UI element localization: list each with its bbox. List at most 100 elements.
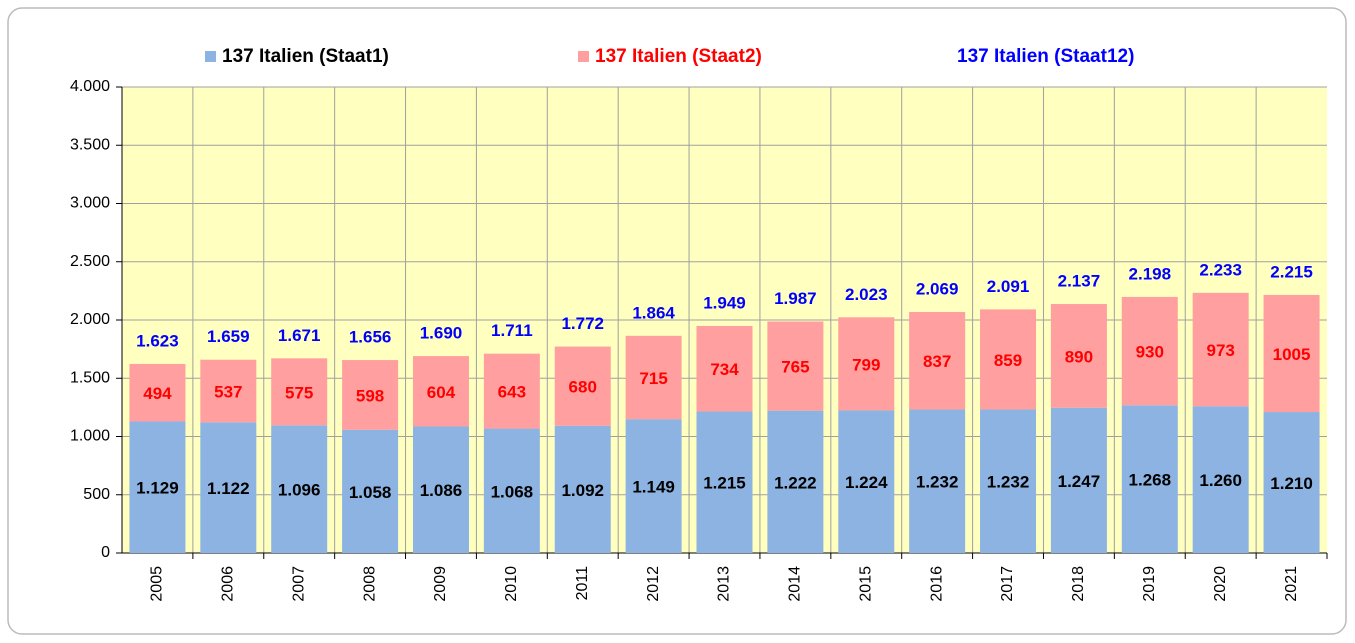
legend-label: 137 Italien (Staat2) bbox=[595, 46, 762, 67]
total-label: 1.864 bbox=[632, 303, 675, 322]
value-label: 604 bbox=[427, 383, 456, 402]
value-label: 1.122 bbox=[207, 479, 250, 498]
total-label: 2.233 bbox=[1199, 260, 1242, 279]
x-tick-label: 2006 bbox=[220, 566, 237, 602]
bar bbox=[342, 360, 399, 430]
total-label: 1.623 bbox=[136, 331, 179, 350]
x-tick-label: 2021 bbox=[1283, 566, 1300, 602]
y-tick-label: 4.000 bbox=[70, 78, 110, 95]
bar bbox=[625, 419, 682, 553]
value-label: 1.068 bbox=[491, 482, 534, 501]
bar bbox=[1121, 296, 1178, 406]
y-tick-label: 3.500 bbox=[70, 136, 110, 153]
bar bbox=[1050, 407, 1107, 553]
bar bbox=[412, 356, 469, 427]
total-label: 1.659 bbox=[207, 327, 250, 346]
value-label: 1.232 bbox=[916, 473, 959, 492]
legend-marker bbox=[205, 51, 216, 62]
x-tick-label: 2010 bbox=[503, 566, 520, 602]
value-label: 1.149 bbox=[632, 478, 675, 497]
bar bbox=[342, 429, 399, 553]
x-tick-label: 2008 bbox=[361, 566, 378, 602]
bar bbox=[483, 353, 540, 429]
x-tick-label: 2019 bbox=[1141, 566, 1158, 602]
value-label: 1.210 bbox=[1270, 474, 1313, 493]
bar bbox=[1263, 412, 1320, 553]
value-label: 1005 bbox=[1273, 345, 1311, 364]
value-label: 930 bbox=[1136, 343, 1164, 362]
value-label: 1.096 bbox=[278, 481, 321, 500]
total-label: 2.091 bbox=[987, 277, 1030, 296]
bar bbox=[980, 309, 1037, 410]
value-label: 973 bbox=[1206, 341, 1234, 360]
bar bbox=[909, 311, 966, 410]
total-label: 1.987 bbox=[774, 289, 817, 308]
bar bbox=[554, 346, 611, 426]
total-label: 2.198 bbox=[1129, 264, 1172, 283]
y-tick-label: 3.000 bbox=[70, 195, 110, 212]
value-label: 575 bbox=[285, 383, 313, 402]
bar bbox=[1192, 406, 1249, 553]
bar bbox=[554, 425, 611, 553]
x-tick-label: 2015 bbox=[857, 566, 874, 602]
total-label: 1.949 bbox=[703, 293, 746, 312]
bar bbox=[767, 410, 824, 553]
value-label: 859 bbox=[994, 351, 1022, 370]
total-label: 1.711 bbox=[491, 321, 533, 340]
bar bbox=[271, 358, 328, 426]
x-tick-label: 2005 bbox=[149, 566, 166, 602]
value-label: 1.232 bbox=[987, 473, 1030, 492]
x-tick-label: 2018 bbox=[1070, 566, 1087, 602]
value-label: 1.224 bbox=[845, 473, 888, 492]
bar bbox=[767, 321, 824, 411]
total-label: 2.137 bbox=[1058, 272, 1101, 291]
bar bbox=[1050, 304, 1107, 408]
total-label: 2.023 bbox=[845, 285, 888, 304]
x-tick-label: 2007 bbox=[290, 566, 307, 602]
bar bbox=[696, 325, 753, 412]
legend-label: 137 Italien (Staat1) bbox=[222, 46, 389, 67]
x-tick-label: 2009 bbox=[432, 566, 449, 602]
value-label: 1.268 bbox=[1129, 471, 1172, 490]
total-label: 1.690 bbox=[420, 324, 463, 343]
bar bbox=[838, 317, 895, 411]
value-label: 1.215 bbox=[703, 474, 746, 493]
bar bbox=[909, 409, 966, 553]
x-tick-label: 2013 bbox=[716, 566, 733, 602]
x-tick-label: 2012 bbox=[645, 566, 662, 602]
value-label: 715 bbox=[639, 369, 667, 388]
bar bbox=[129, 421, 186, 553]
total-label: 1.772 bbox=[561, 314, 604, 333]
y-tick-label: 2.500 bbox=[70, 253, 110, 270]
x-tick-label: 2011 bbox=[574, 566, 591, 601]
bar bbox=[271, 425, 328, 553]
value-label: 1.086 bbox=[420, 481, 463, 500]
legend-marker bbox=[578, 51, 589, 62]
bar bbox=[980, 409, 1037, 553]
bar bbox=[129, 363, 186, 422]
y-tick-label: 1.500 bbox=[70, 369, 110, 386]
x-tick-label: 2014 bbox=[787, 566, 804, 602]
total-label: 2.215 bbox=[1270, 262, 1313, 281]
y-tick-label: 500 bbox=[83, 486, 110, 503]
value-label: 765 bbox=[781, 358, 809, 377]
value-label: 1.092 bbox=[561, 481, 604, 500]
bar bbox=[200, 359, 257, 423]
bar bbox=[483, 428, 540, 553]
value-label: 734 bbox=[710, 360, 739, 379]
value-label: 890 bbox=[1065, 347, 1093, 366]
value-label: 680 bbox=[569, 378, 597, 397]
bar bbox=[1263, 294, 1320, 413]
value-label: 1.129 bbox=[136, 479, 179, 498]
y-tick-label: 0 bbox=[101, 544, 110, 561]
bar bbox=[200, 422, 257, 553]
value-label: 1.058 bbox=[349, 483, 392, 502]
bar bbox=[838, 410, 895, 553]
y-tick-label: 2.000 bbox=[70, 311, 110, 328]
bar bbox=[412, 426, 469, 553]
total-label: 1.656 bbox=[349, 328, 392, 347]
value-label: 1.260 bbox=[1199, 471, 1242, 490]
value-label: 799 bbox=[852, 355, 880, 374]
total-label: 2.069 bbox=[916, 279, 959, 298]
